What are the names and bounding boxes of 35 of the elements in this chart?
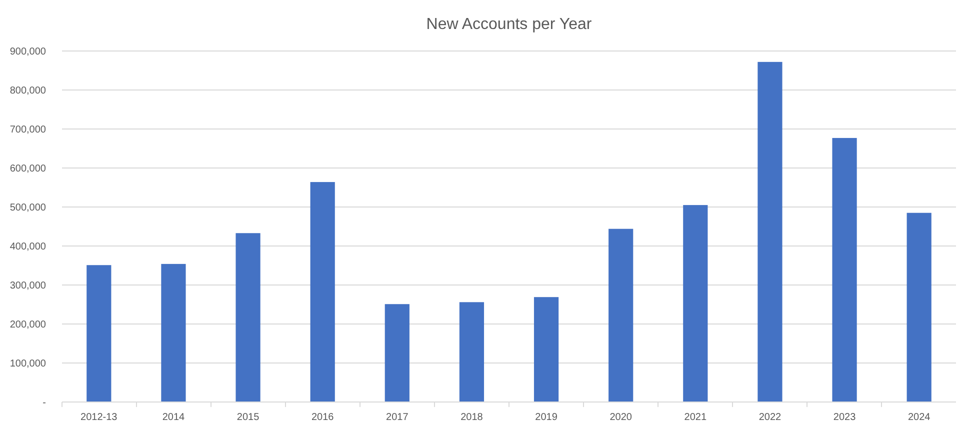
y-tick-label: 200,000 — [10, 320, 46, 330]
bar — [683, 205, 708, 402]
x-tick-label: 2019 — [535, 412, 558, 423]
x-tick-label: 2024 — [908, 412, 931, 423]
bar — [161, 264, 186, 402]
x-tick-label: 2017 — [386, 412, 409, 423]
x-tick-label: 2023 — [833, 412, 856, 423]
y-tick-label: 800,000 — [10, 86, 46, 96]
chart-title: New Accounts per Year — [426, 16, 592, 33]
bar — [758, 62, 782, 402]
y-tick-label: 700,000 — [10, 124, 46, 136]
bar — [310, 182, 335, 402]
x-tick-label: 2014 — [162, 412, 186, 423]
x-tick-label: 2016 — [311, 412, 334, 423]
bar — [236, 233, 260, 402]
x-tick-label: 2018 — [460, 412, 484, 423]
y-tick-label: 500,000 — [10, 202, 46, 214]
y-tick-label: 300,000 — [10, 280, 46, 292]
y-tick-label: 400,000 — [10, 242, 46, 252]
x-tick-label: 2020 — [610, 412, 632, 423]
bar — [832, 138, 857, 402]
bar — [384, 304, 410, 402]
bar — [534, 297, 559, 402]
x-tick-label: 2015 — [236, 412, 260, 423]
bar — [459, 302, 484, 402]
y-tick-label: 100,000 — [10, 358, 46, 370]
y-tick-label: 900,000 — [10, 46, 46, 58]
x-tick-label: 2021 — [684, 412, 707, 423]
x-tick-label: 2022 — [758, 412, 782, 423]
bar — [906, 212, 932, 402]
x-tick-label: 2012-13 — [80, 412, 118, 423]
bar — [86, 265, 112, 402]
y-tick-label: 600,000 — [10, 164, 46, 174]
y-tick-label: - — [42, 398, 46, 408]
bar — [608, 228, 634, 402]
